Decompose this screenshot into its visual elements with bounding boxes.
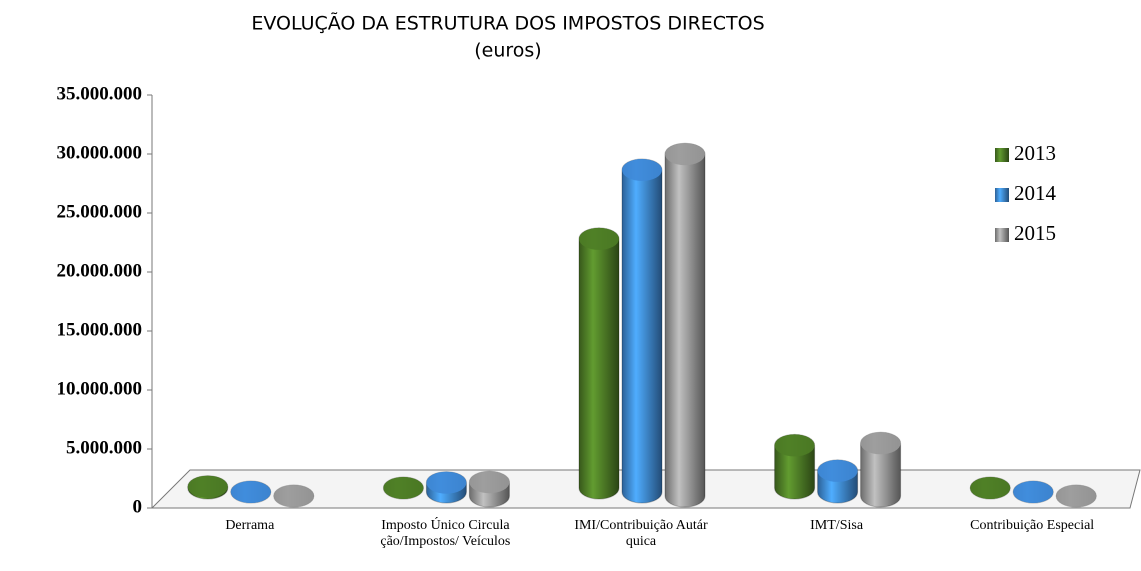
bar-top [1056, 485, 1097, 507]
bar-top [469, 471, 510, 494]
bar-top [1013, 481, 1054, 503]
x-tick-label: Derrama [225, 518, 275, 533]
y-tick-label: 5.000.000 [66, 437, 142, 458]
bar-top [230, 481, 271, 503]
bar [664, 142, 706, 508]
x-tick-label: IMI/Contribuição Autárquica [574, 518, 708, 549]
x-tick-label: IMT/Sisa [810, 518, 864, 533]
legend-label: 2015 [1014, 221, 1056, 245]
x-tick-label: Contribuição Especial [970, 518, 1095, 533]
bar-top [579, 227, 619, 250]
y-tick-label: 0 [133, 496, 143, 517]
y-tick-label: 10.000.000 [57, 378, 143, 399]
y-tick-label: 30.000.000 [57, 142, 143, 163]
bar-top [970, 477, 1011, 499]
chart-subtitle: (euros) [474, 40, 541, 62]
y-tick-label: 25.000.000 [57, 201, 143, 222]
bar-top [817, 459, 858, 482]
legend-swatch [995, 148, 1009, 162]
legend-label: 2013 [1014, 141, 1056, 165]
chart-title: EVOLUÇÃO DA ESTRUTURA DOS IMPOSTOS DIREC… [251, 12, 764, 35]
bar-top [622, 159, 662, 181]
legend-label: 2014 [1014, 181, 1057, 205]
y-tick-label: 20.000.000 [57, 260, 143, 281]
legend-swatch [995, 228, 1009, 242]
bar-top [383, 477, 424, 499]
bar-top [774, 434, 815, 457]
y-tick-label: 35.000.000 [57, 83, 143, 104]
bar-top [273, 485, 314, 507]
legend-swatch [995, 188, 1009, 202]
bar-top [665, 143, 705, 166]
bar [621, 158, 663, 504]
x-tick-label: Imposto Único Circulação/Impostos/ Veícu… [380, 518, 511, 549]
bar [578, 227, 620, 500]
bar-top [187, 475, 228, 498]
y-tick-label: 15.000.000 [57, 319, 143, 340]
bar-top [426, 471, 467, 494]
bar-top [860, 432, 901, 455]
